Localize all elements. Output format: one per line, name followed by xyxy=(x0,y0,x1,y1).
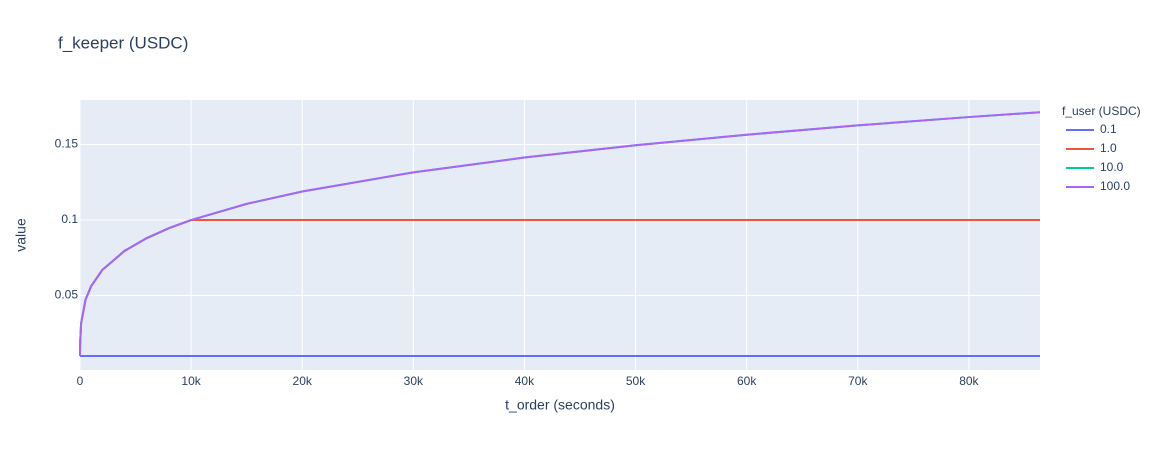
legend-title: f_user (USDC) xyxy=(1062,104,1141,118)
x-axis-title: t_order (seconds) xyxy=(505,397,615,413)
x-tick-label: 10k xyxy=(181,374,201,388)
y-axis-title: value xyxy=(13,218,29,252)
legend-label: 100.0 xyxy=(1100,179,1130,193)
plot-area xyxy=(80,100,1040,370)
y-tick-label: 0.05 xyxy=(55,288,79,302)
x-tick-label: 0 xyxy=(77,374,84,388)
y-tick-label: 0.15 xyxy=(55,137,79,151)
x-tick-label: 80k xyxy=(959,374,979,388)
legend-label: 0.1 xyxy=(1100,122,1117,136)
x-tick-label: 70k xyxy=(848,374,868,388)
x-tick-label: 20k xyxy=(293,374,313,388)
series-line xyxy=(79,111,1041,356)
legend-label: 10.0 xyxy=(1100,160,1124,174)
x-tick-label: 50k xyxy=(626,374,646,388)
legend-label: 1.0 xyxy=(1100,141,1117,155)
x-tick-label: 30k xyxy=(404,374,424,388)
x-tick-label: 60k xyxy=(737,374,757,388)
chart-title: f_keeper (USDC) xyxy=(58,33,188,52)
y-tick-label: 0.1 xyxy=(61,212,78,226)
x-tick-label: 40k xyxy=(515,374,535,388)
